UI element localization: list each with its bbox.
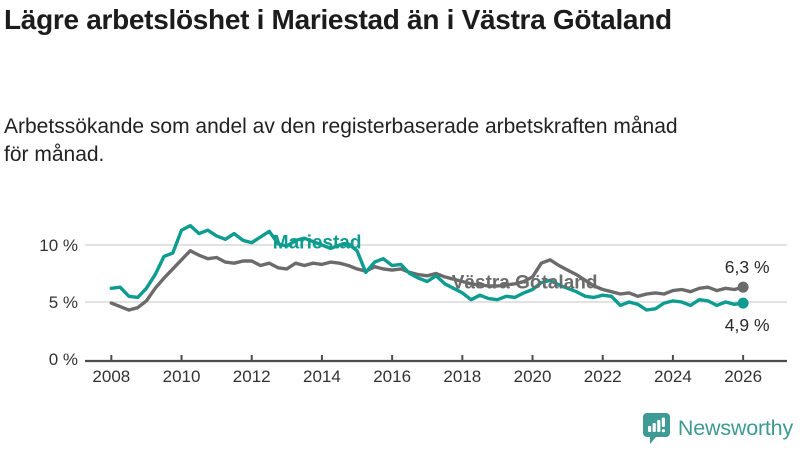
x-tick-label: 2014	[303, 367, 341, 386]
x-tick-label: 2022	[584, 367, 622, 386]
y-tick-label: 10 %	[39, 236, 78, 255]
line-chart: 2008 2010 2012 2014 2016 2018 2020 2022 2024 2026…	[0, 195, 800, 395]
series-label: Västra Götaland	[452, 272, 598, 293]
series-end-dot	[737, 281, 749, 293]
series-line	[109, 223, 745, 312]
x-tick-label: 2026	[724, 367, 762, 386]
chart-subtitle: Arbetssökande som andel av den registerb…	[4, 115, 678, 166]
series-end-dot	[737, 297, 749, 309]
x-tick-label: 2018	[443, 367, 481, 386]
series-label: Mariestad	[273, 232, 362, 253]
x-tick-label: 2008	[92, 367, 130, 386]
series-end-value: 6,3 %	[725, 257, 770, 277]
y-tick-label: 5 %	[49, 293, 78, 312]
newsworthy-logo: Newsworthy	[642, 413, 793, 444]
x-tick-label: 2010	[163, 367, 201, 386]
x-tick-label: 2012	[233, 367, 271, 386]
brand-name: Newsworthy	[677, 416, 793, 440]
page-title: Lägre arbetslöshet i Mariestad än i Väst…	[4, 4, 672, 35]
bar-chart-speech-bubble-icon	[642, 413, 670, 444]
x-tick-label: 2024	[654, 367, 692, 386]
line-chart-canvas: 2008 2010 2012 2014 2016 2018 2020 2022 2024 2026…	[39, 223, 787, 386]
x-tick-label: 2020	[514, 367, 552, 386]
series-end-value: 4,9 %	[725, 315, 770, 335]
y-tick-label: 0 %	[49, 350, 78, 369]
series-line	[109, 249, 745, 312]
x-tick-label: 2016	[373, 367, 411, 386]
